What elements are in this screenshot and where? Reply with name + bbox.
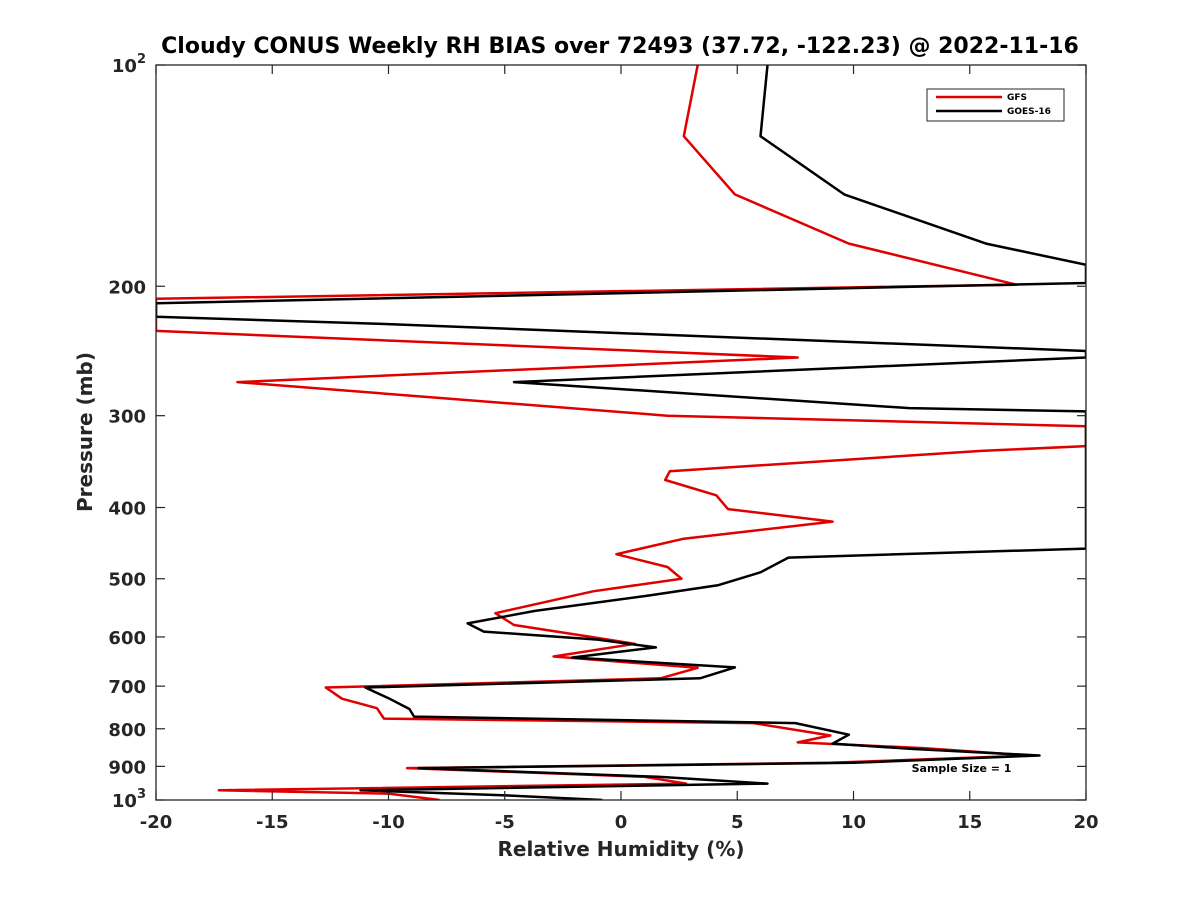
y-tick-label: 800 — [108, 720, 146, 741]
chart-title: Cloudy CONUS Weekly RH BIAS over 72493 (… — [161, 34, 1079, 59]
x-tick-label: -5 — [495, 812, 515, 833]
x-tick-label: 20 — [1073, 812, 1098, 833]
sample-size-annotation: Sample Size = 1 — [912, 762, 1012, 775]
x-tick-label: 10 — [841, 812, 866, 833]
x-axis-ticks: -20 -15 -10 -5 0 5 10 15 20 — [140, 65, 1099, 833]
legend-label-gfs: GFS — [1007, 93, 1027, 103]
y-tick-label: 103 — [112, 787, 146, 812]
series-line-goes16 — [156, 65, 1086, 800]
y-axis-label: Pressure (mb) — [73, 352, 97, 512]
x-tick-label: -10 — [372, 812, 405, 833]
x-tick-label: -20 — [140, 812, 173, 833]
y-tick-label: 900 — [108, 757, 146, 778]
legend-box — [926, 88, 1065, 122]
y-tick-label: 300 — [108, 407, 146, 428]
axes-box — [155, 64, 1087, 801]
series-line-gfs — [156, 65, 1086, 800]
x-axis-label: Relative Humidity (%) — [497, 837, 744, 861]
legend-label-goes16: GOES-16 — [1007, 107, 1051, 117]
y-tick-label: 600 — [108, 628, 146, 649]
x-tick-label: 15 — [957, 812, 982, 833]
y-tick-label: 400 — [108, 499, 146, 520]
y-tick-label: 200 — [108, 277, 146, 298]
plot-area — [156, 65, 1086, 800]
y-tick-label: 500 — [108, 570, 146, 591]
y-axis-ticks: 102 200 300 400 500 600 700 800 900 103 — [108, 52, 1086, 812]
y-tick-label: 700 — [108, 677, 146, 698]
legend: GFS GOES-16 — [926, 88, 1065, 122]
x-tick-label: -15 — [256, 812, 289, 833]
y-tick-label: 102 — [112, 52, 146, 77]
x-tick-label: 5 — [731, 812, 744, 833]
x-tick-label: 0 — [615, 812, 628, 833]
